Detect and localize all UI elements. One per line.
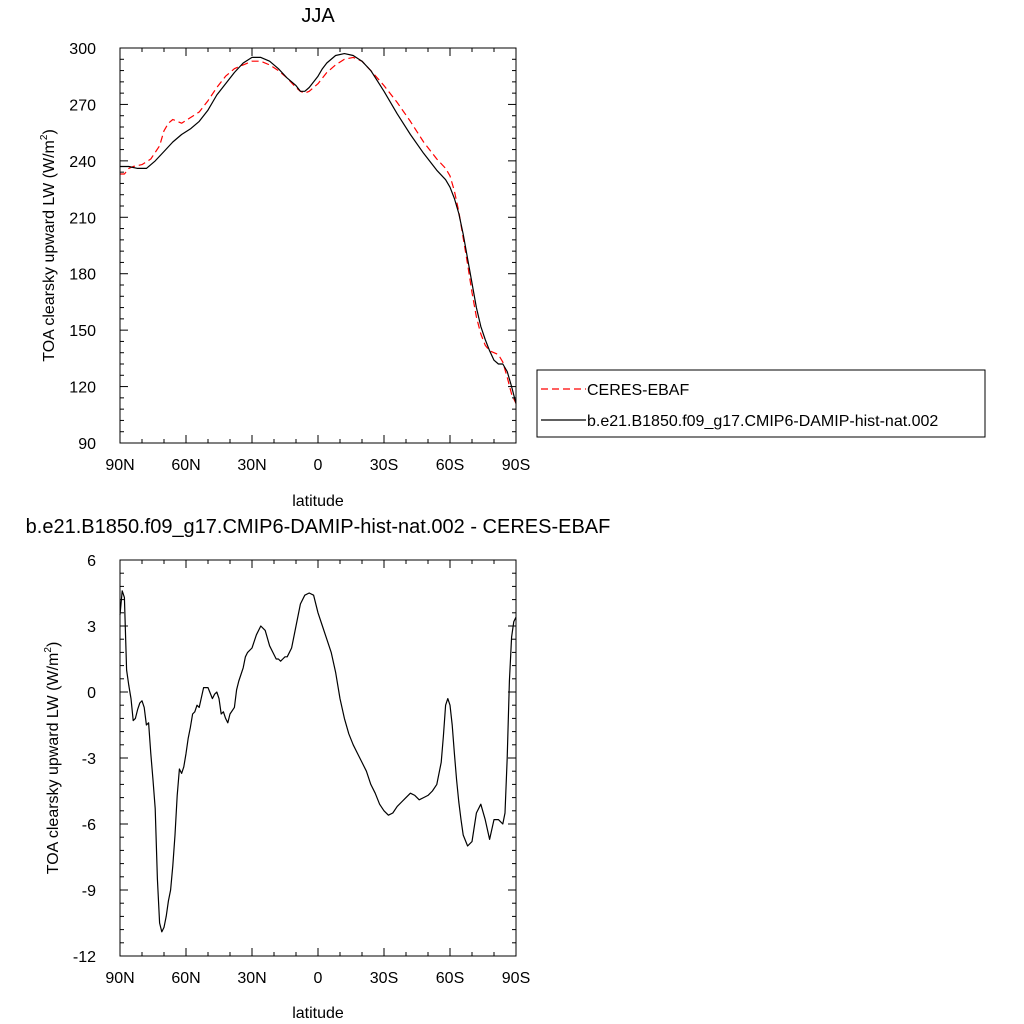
- y-tick-label: -6: [82, 817, 96, 834]
- y-tick-label: 6: [87, 553, 96, 570]
- y-tick-label: -3: [82, 751, 96, 768]
- y-axis-label: TOA clearsky upward LW (W/m2): [39, 129, 58, 362]
- y-axis-label-superscript: 2: [43, 647, 54, 653]
- series-line-2: [120, 53, 517, 404]
- x-axis-label: latitude: [292, 1005, 344, 1022]
- y-tick-label: 0: [87, 685, 96, 702]
- y-tick-label: 180: [69, 267, 96, 284]
- y-tick-label: 3: [87, 619, 96, 636]
- x-tick-label: 60N: [171, 970, 200, 987]
- x-tick-label: 90N: [105, 457, 134, 474]
- x-tick-label: 30S: [370, 970, 398, 987]
- y-tick-label: 90: [78, 436, 96, 453]
- plot-frame: [119, 47, 517, 444]
- x-tick-label: 0: [314, 970, 323, 987]
- plot-frame: [119, 559, 517, 957]
- chart-jja-zonal-mean: JJA 90N 60N 30N 0 30S 60S 90S 90 120 150 180 210 24…: [39, 5, 986, 510]
- x-tick-label: 60S: [436, 457, 464, 474]
- x-axis: 90N 60N 30N 0 30S 60S 90S: [105, 560, 530, 987]
- y-axis-label-main: TOA clearsky upward LW (W/m: [41, 140, 58, 362]
- x-tick-label: 60N: [171, 457, 200, 474]
- chart-difference: b.e21.B1850.f09_g17.CMIP6-DAMIP-hist-nat…: [26, 516, 611, 1022]
- legend-label-model: b.e21.B1850.f09_g17.CMIP6-DAMIP-hist-nat…: [587, 413, 938, 430]
- y-axis-label-end: ): [45, 642, 62, 647]
- x-tick-label: 30N: [237, 970, 266, 987]
- y-tick-label: 300: [69, 41, 96, 58]
- y-tick-label: 120: [69, 380, 96, 397]
- x-tick-label: 0: [314, 457, 323, 474]
- y-tick-label: 150: [69, 323, 96, 340]
- y-axis: 90 120 150 180 210 240 270 300: [69, 41, 516, 453]
- x-tick-label: 30S: [370, 457, 398, 474]
- y-tick-label: 240: [69, 154, 96, 171]
- legend-label-ceres-ebaf: CERES-EBAF: [587, 382, 689, 399]
- chart-title: b.e21.B1850.f09_g17.CMIP6-DAMIP-hist-nat…: [26, 516, 611, 538]
- y-tick-label: -12: [73, 949, 96, 966]
- y-axis-label-end: ): [41, 129, 58, 134]
- y-tick-label: 270: [69, 97, 96, 114]
- y-tick-label: 210: [69, 210, 96, 227]
- legend: CERES-EBAF b.e21.B1850.f09_g17.CMIP6-DAM…: [536, 369, 986, 438]
- y-axis-label-main: TOA clearsky upward LW (W/m: [45, 653, 62, 875]
- x-tick-label: 90S: [502, 457, 530, 474]
- x-axis-label: latitude: [292, 493, 344, 510]
- x-tick-label: 60S: [436, 970, 464, 987]
- y-tick-label: -9: [82, 883, 96, 900]
- x-tick-label: 90N: [105, 970, 134, 987]
- y-axis-label-superscript: 2: [39, 134, 50, 140]
- series-line-1: [119, 590, 517, 933]
- x-tick-label: 90S: [502, 970, 530, 987]
- y-axis: -12 -9 -6 -3 0 3 6: [73, 553, 516, 966]
- x-axis: 90N 60N 30N 0 30S 60S 90S: [105, 48, 530, 474]
- x-tick-label: 30N: [237, 457, 266, 474]
- legend-box: [536, 369, 986, 438]
- series-line-1: [120, 56, 517, 404]
- chart-title: JJA: [301, 5, 335, 27]
- y-axis-label: TOA clearsky upward LW (W/m2): [43, 642, 62, 875]
